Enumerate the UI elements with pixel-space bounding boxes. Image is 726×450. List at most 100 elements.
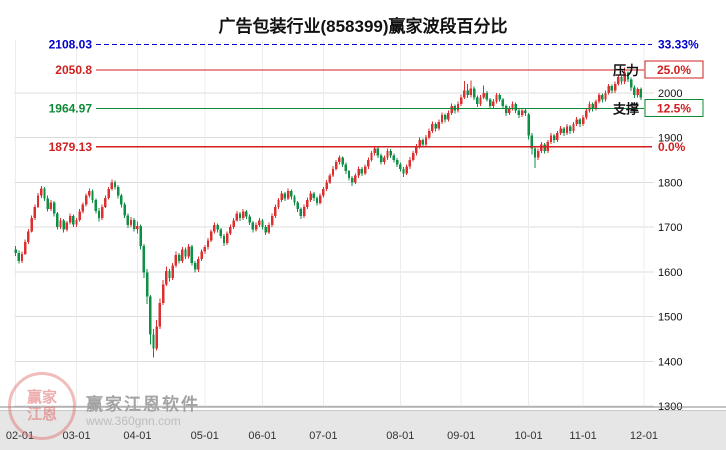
candle-body — [476, 97, 479, 104]
candle-body — [437, 121, 440, 129]
candle-body — [309, 193, 312, 201]
y-axis-label: 1600 — [658, 267, 682, 279]
candle-body — [604, 92, 607, 100]
candle-body — [629, 79, 633, 88]
candle-body — [107, 188, 110, 198]
candle-body — [408, 159, 412, 167]
y-axis-label: 2000 — [658, 88, 682, 100]
candle-body — [402, 168, 405, 174]
candle-body — [206, 240, 210, 248]
candle-body — [302, 206, 306, 216]
level-pct-label: 33.33% — [658, 37, 699, 51]
candle-body — [261, 220, 264, 228]
watermark-logo: 赢家江恩 — [8, 372, 76, 440]
candle-body — [601, 95, 604, 100]
candle-body — [149, 296, 152, 335]
candle-body — [264, 227, 267, 233]
y-axis-label: 1900 — [658, 133, 682, 145]
candle-body — [33, 206, 37, 219]
candle-body — [251, 222, 255, 230]
candle-body — [78, 211, 81, 220]
candle-body — [424, 137, 428, 145]
candle-body — [254, 224, 258, 230]
candle-body — [434, 124, 437, 129]
candle-body — [75, 219, 78, 225]
candle-body — [440, 115, 444, 122]
candle-body — [376, 148, 380, 156]
candle-body — [277, 200, 280, 207]
candle-body — [520, 110, 524, 116]
candle-body — [399, 164, 402, 169]
candle-body — [633, 87, 636, 96]
candle-body — [511, 103, 514, 109]
candle-body — [565, 126, 569, 134]
candle-body — [270, 215, 274, 225]
candle-body — [165, 270, 168, 285]
candle-body — [636, 89, 639, 96]
candle-body — [203, 247, 206, 252]
candle-body — [27, 231, 30, 243]
candle-body — [338, 157, 341, 163]
candle-body — [613, 83, 617, 91]
candle-body — [479, 97, 482, 104]
level-role-label: 压力 — [613, 63, 639, 78]
candle-body — [283, 193, 287, 199]
candle-body — [43, 188, 46, 199]
candle-body — [56, 213, 59, 228]
candle-body — [161, 284, 165, 304]
candle-body — [431, 124, 434, 131]
candle-body — [472, 88, 476, 98]
x-axis-label: 04-01 — [123, 430, 152, 442]
candle-body — [94, 200, 97, 211]
candle-body — [232, 220, 235, 228]
candle-body — [610, 86, 614, 91]
candle-body — [460, 97, 463, 104]
level-price-label: 1964.97 — [49, 101, 93, 115]
watermark-name: 赢家江恩软件 — [86, 395, 200, 414]
candle-body — [59, 220, 62, 228]
candle-body — [367, 159, 370, 167]
candle-body — [296, 202, 299, 210]
candle-body — [126, 215, 130, 225]
candle-body — [485, 92, 489, 100]
candle-body — [354, 175, 357, 183]
candle-body — [187, 246, 190, 257]
candle-body — [267, 224, 271, 233]
candle-body — [444, 115, 447, 120]
candle-body — [370, 153, 373, 160]
candle-body — [626, 72, 630, 80]
candle-body — [286, 191, 290, 199]
candle-body — [335, 162, 338, 169]
candle-body — [594, 101, 598, 109]
candle-body — [344, 164, 348, 172]
candle-body — [585, 110, 588, 118]
candle-body — [14, 249, 17, 253]
candle-body — [623, 72, 626, 82]
candle-body — [315, 197, 319, 203]
candle-body — [517, 110, 521, 116]
candle-body — [591, 103, 594, 109]
candle-body — [533, 148, 537, 158]
candle-body — [36, 195, 40, 207]
candle-body — [540, 144, 543, 151]
y-axis-label: 1400 — [658, 356, 682, 368]
candle-body — [549, 135, 553, 143]
candle-body — [562, 128, 566, 134]
candle-body — [341, 157, 344, 165]
candle-body — [504, 106, 508, 113]
candle-body — [306, 200, 309, 207]
candle-body — [498, 95, 501, 100]
candle-body — [357, 168, 360, 176]
candle-body — [181, 249, 184, 262]
level-pct-label: 25.0% — [657, 63, 691, 77]
x-axis-label: 05-01 — [190, 430, 219, 442]
candle-body — [193, 262, 197, 270]
x-axis-label: 03-01 — [62, 430, 91, 442]
candle-body — [524, 110, 527, 113]
candle-body — [30, 218, 33, 232]
level-pct-box — [644, 98, 704, 118]
candle-body — [68, 215, 72, 223]
candle-body — [97, 210, 101, 219]
